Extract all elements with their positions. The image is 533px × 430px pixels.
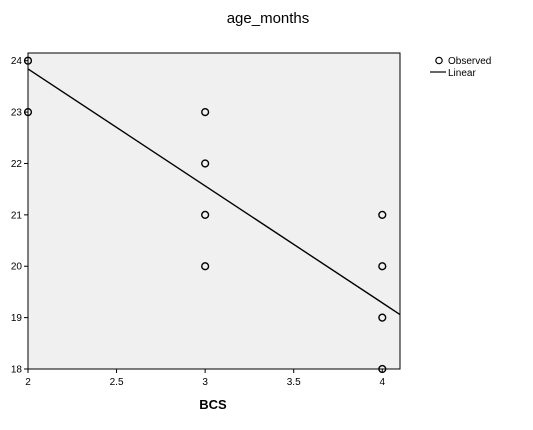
- x-tick-label: 3: [202, 377, 208, 388]
- data-point: [23, 56, 33, 65]
- data-point: [378, 313, 387, 322]
- x-tick-label: 2.5: [110, 377, 124, 388]
- fit-line-linear: [27, 68, 401, 316]
- y-tick-label: 19: [11, 313, 23, 324]
- x-tick-label: 4: [380, 377, 386, 388]
- data-point: [378, 210, 387, 219]
- y-tick-label: 23: [11, 108, 23, 119]
- y-tick-label: 18: [11, 365, 23, 376]
- plot-area: [27, 52, 401, 370]
- y-tick-label: 24: [11, 56, 23, 67]
- data-point: [201, 262, 210, 271]
- y-tick-label: 22: [11, 159, 23, 170]
- y-axis: 18 19 20 21 22 23 24: [11, 56, 28, 376]
- chart-title: age_months: [227, 10, 310, 27]
- data-point: [378, 364, 387, 374]
- y-tick-label: 21: [11, 210, 23, 221]
- legend-linear-label: Linear: [448, 68, 476, 79]
- x-tick-label: 3.5: [287, 377, 301, 388]
- data-point: [378, 262, 387, 271]
- data-point: [23, 107, 33, 117]
- y-tick-label: 20: [11, 262, 23, 273]
- data-point: [201, 159, 210, 168]
- data-point: [201, 107, 210, 117]
- legend: Observed Linear: [430, 56, 491, 79]
- x-tick-label: 2: [25, 377, 31, 388]
- legend-observed-marker-icon: [435, 56, 443, 65]
- legend-observed-label: Observed: [448, 56, 491, 67]
- series-layer: [23, 56, 401, 374]
- x-axis-label: BCS: [199, 397, 227, 412]
- data-point: [201, 210, 210, 219]
- x-axis: 2 2.5 3 3.5 4: [25, 369, 386, 388]
